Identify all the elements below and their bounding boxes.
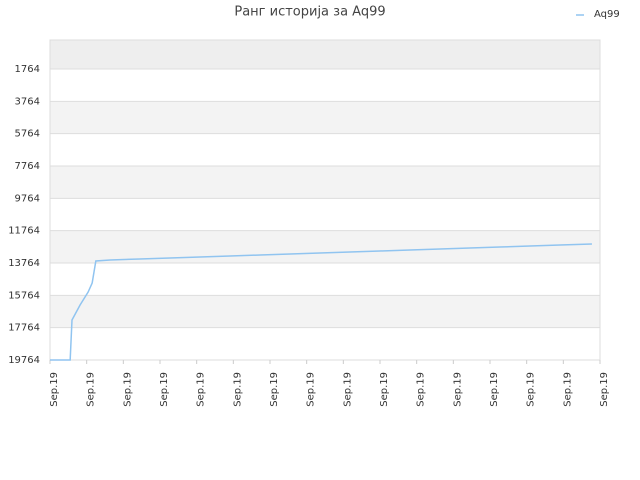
x-tick-label: Sep.19 (232, 372, 243, 407)
x-tick-label: Sep.19 (489, 372, 500, 407)
plot-band (50, 69, 600, 102)
x-tick-label: Sep.19 (269, 372, 280, 407)
x-tick-label: Sep.19 (599, 372, 610, 407)
chart-title: Ранг историја за Aq99 (234, 5, 385, 20)
y-tick-label: 17764 (8, 323, 40, 334)
plot-band (50, 295, 600, 328)
y-tick-label: 9764 (15, 193, 40, 204)
legend-label: Aq99 (594, 9, 620, 20)
plot-band (50, 263, 600, 296)
x-tick-label: Sep.19 (562, 372, 573, 407)
y-tick-label: 11764 (8, 226, 40, 237)
plot-band (50, 133, 600, 167)
y-tick-label: 1764 (15, 64, 40, 75)
x-tick-label: Sep.19 (196, 372, 207, 407)
y-tick-label: 5764 (15, 129, 40, 140)
plot-band (50, 166, 600, 199)
x-tick-label: Sep.19 (122, 372, 133, 407)
x-tick-label: Sep.19 (379, 372, 390, 407)
y-tick-label: 15764 (8, 290, 40, 301)
plot-border (49, 39, 601, 361)
y-tick-label: 7764 (15, 161, 40, 172)
x-tick-label: Sep.19 (452, 372, 463, 407)
plot-band (50, 101, 600, 134)
x-tick-label: Sep.19 (416, 372, 427, 407)
plot-band (50, 40, 600, 70)
line-series (50, 243, 592, 361)
x-tick-label: Sep.19 (526, 372, 537, 407)
y-tick-label: 19764 (8, 355, 40, 366)
plot-band (50, 327, 600, 360)
y-tick-label: 3764 (15, 96, 40, 107)
x-tick-label: Sep.19 (49, 372, 60, 407)
x-tick-label: Sep.19 (342, 372, 353, 407)
plot-band (50, 198, 600, 231)
x-tick-label: Sep.19 (159, 372, 170, 407)
x-tick-label: Sep.19 (86, 372, 97, 407)
x-tick-label: Sep.19 (306, 372, 317, 407)
y-tick-label: 13764 (8, 258, 40, 269)
